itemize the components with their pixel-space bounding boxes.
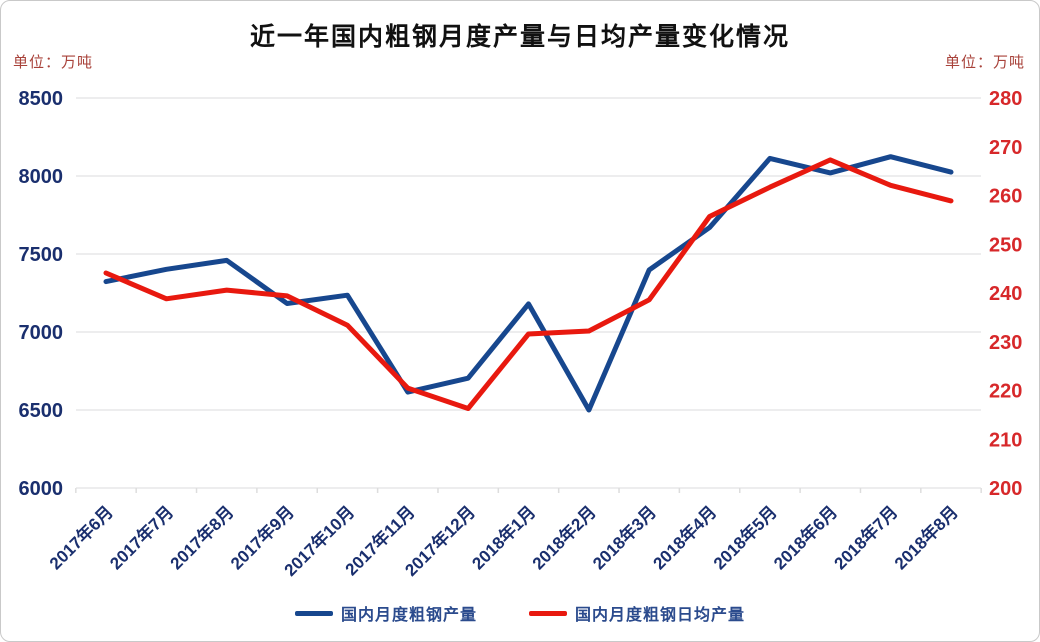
left-axis-tick-label: 8000 [19, 166, 64, 188]
right-axis-tick-label: 220 [989, 381, 1022, 403]
x-axis-label: 2018年3月 [588, 502, 660, 574]
legend-item-monthly-output: 国内月度粗钢产量 [294, 601, 477, 625]
x-axis-label: 2018年5月 [709, 502, 781, 574]
legend-item-daily-output: 国内月度粗钢日均产量 [529, 601, 745, 625]
right-axis-tick-label: 240 [989, 283, 1022, 305]
right-axis-tick-label: 200 [989, 478, 1022, 500]
right-axis-tick-label: 210 [989, 429, 1022, 451]
series-line-monthly-output [103, 154, 954, 413]
legend-swatch-monthly-output [294, 610, 333, 616]
chart-title: 近一年国内粗钢月度产量与日均产量变化情况 [249, 23, 790, 51]
x-axis-label: 2018年2月 [528, 502, 600, 574]
right-axis-tick-label: 250 [989, 234, 1022, 256]
left-axis-tick-label: 6500 [19, 400, 64, 422]
x-axis-label: 2018年6月 [769, 502, 841, 574]
left-axis-unit: 单位：万吨 [13, 54, 94, 71]
right-axis-tick-label: 230 [989, 332, 1022, 354]
x-axis-label: 2018年7月 [830, 502, 902, 574]
x-axis-label: 2017年8月 [166, 502, 238, 574]
left-axis-tick-label: 7500 [19, 244, 64, 266]
legend-swatch-daily-output [529, 610, 567, 616]
x-axis-label: 2017年6月 [45, 502, 117, 574]
left-axis-tick-label: 8500 [19, 88, 64, 110]
legend: 国内月度粗钢产量 国内月度粗钢日均产量 [1, 601, 1039, 625]
left-axis-tick-label: 7000 [19, 322, 64, 344]
x-axis-label: 2018年4月 [649, 502, 721, 574]
right-axis-tick-label: 260 [989, 186, 1022, 208]
x-axis-label: 2017年7月 [106, 502, 178, 574]
left-axis-tick-label: 6000 [19, 478, 64, 500]
x-axis-label: 2018年8月 [890, 502, 962, 574]
legend-label-daily-output: 国内月度粗钢日均产量 [575, 607, 746, 624]
plot-area: 8500 8000 7500 7000 6500 6000 280 270 260 250 240 2… [19, 88, 1023, 580]
legend-label-monthly-output: 国内月度粗钢产量 [340, 607, 477, 624]
right-axis-tick-label: 270 [989, 137, 1022, 159]
x-axis-label: 2018年1月 [468, 502, 540, 574]
series-line-daily-output [103, 157, 954, 411]
right-axis-tick-label: 280 [989, 88, 1022, 110]
right-axis-unit: 单位：万吨 [944, 54, 1025, 71]
